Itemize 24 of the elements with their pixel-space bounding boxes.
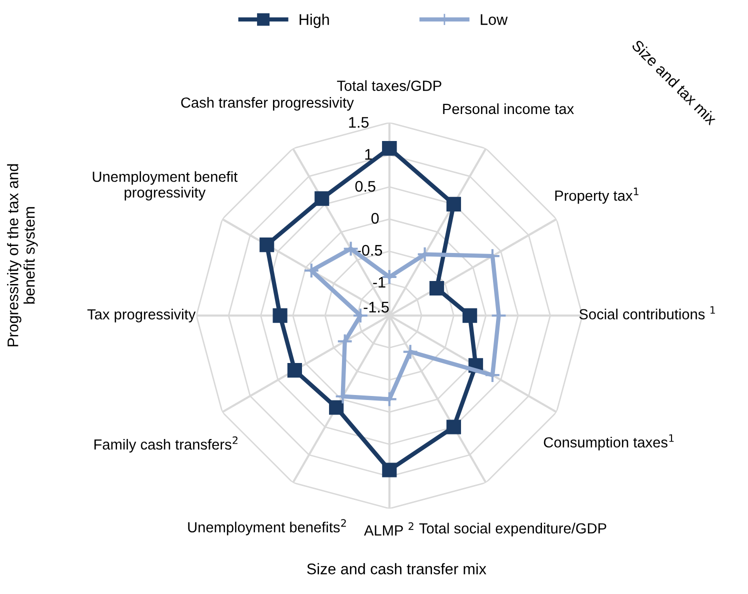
y-tick-label: 0.5 bbox=[355, 180, 376, 192]
y-tick-label: 0 bbox=[371, 212, 379, 224]
y-tick-label: 1 bbox=[365, 149, 372, 160]
spoke-label: ALMP $^{2}$ bbox=[364, 522, 414, 536]
text: Progressivity of the tax and benefit system bbox=[7, 164, 38, 346]
legend-label: High bbox=[300, 14, 329, 28]
spoke-label: Family cash transfers$^{2}$ bbox=[94, 436, 238, 453]
spoke-label: Unemployment benefit progressivity bbox=[92, 171, 238, 200]
text: Size and tax mix bbox=[631, 38, 718, 126]
spoke-label: Tax progressivity bbox=[87, 308, 196, 322]
spoke-label: Total social expenditure/GDP bbox=[419, 522, 606, 536]
y-tick-label: -0.5 bbox=[357, 244, 382, 256]
y-tick-label: 1.5 bbox=[349, 117, 369, 128]
y-tick-label: -1 bbox=[373, 277, 386, 288]
spoke-label: Consumption taxes$^{1}$ bbox=[544, 434, 674, 450]
spoke-label: Social contributions $^{1}$ bbox=[579, 306, 715, 320]
spoke-label: Cash transfer progressivity bbox=[181, 97, 354, 111]
spoke-label: Property tax$^{1}$ bbox=[555, 188, 638, 204]
text: Size and cash transfer mix bbox=[307, 563, 486, 574]
spoke-label: Personal income tax bbox=[443, 103, 574, 114]
spoke-label: Total taxes/GDP bbox=[337, 80, 442, 91]
legend-label: Low bbox=[480, 14, 508, 25]
spoke-label: Unemployment benefits$^{2}$ bbox=[188, 519, 346, 536]
y-tick-label: -1.5 bbox=[364, 302, 389, 313]
